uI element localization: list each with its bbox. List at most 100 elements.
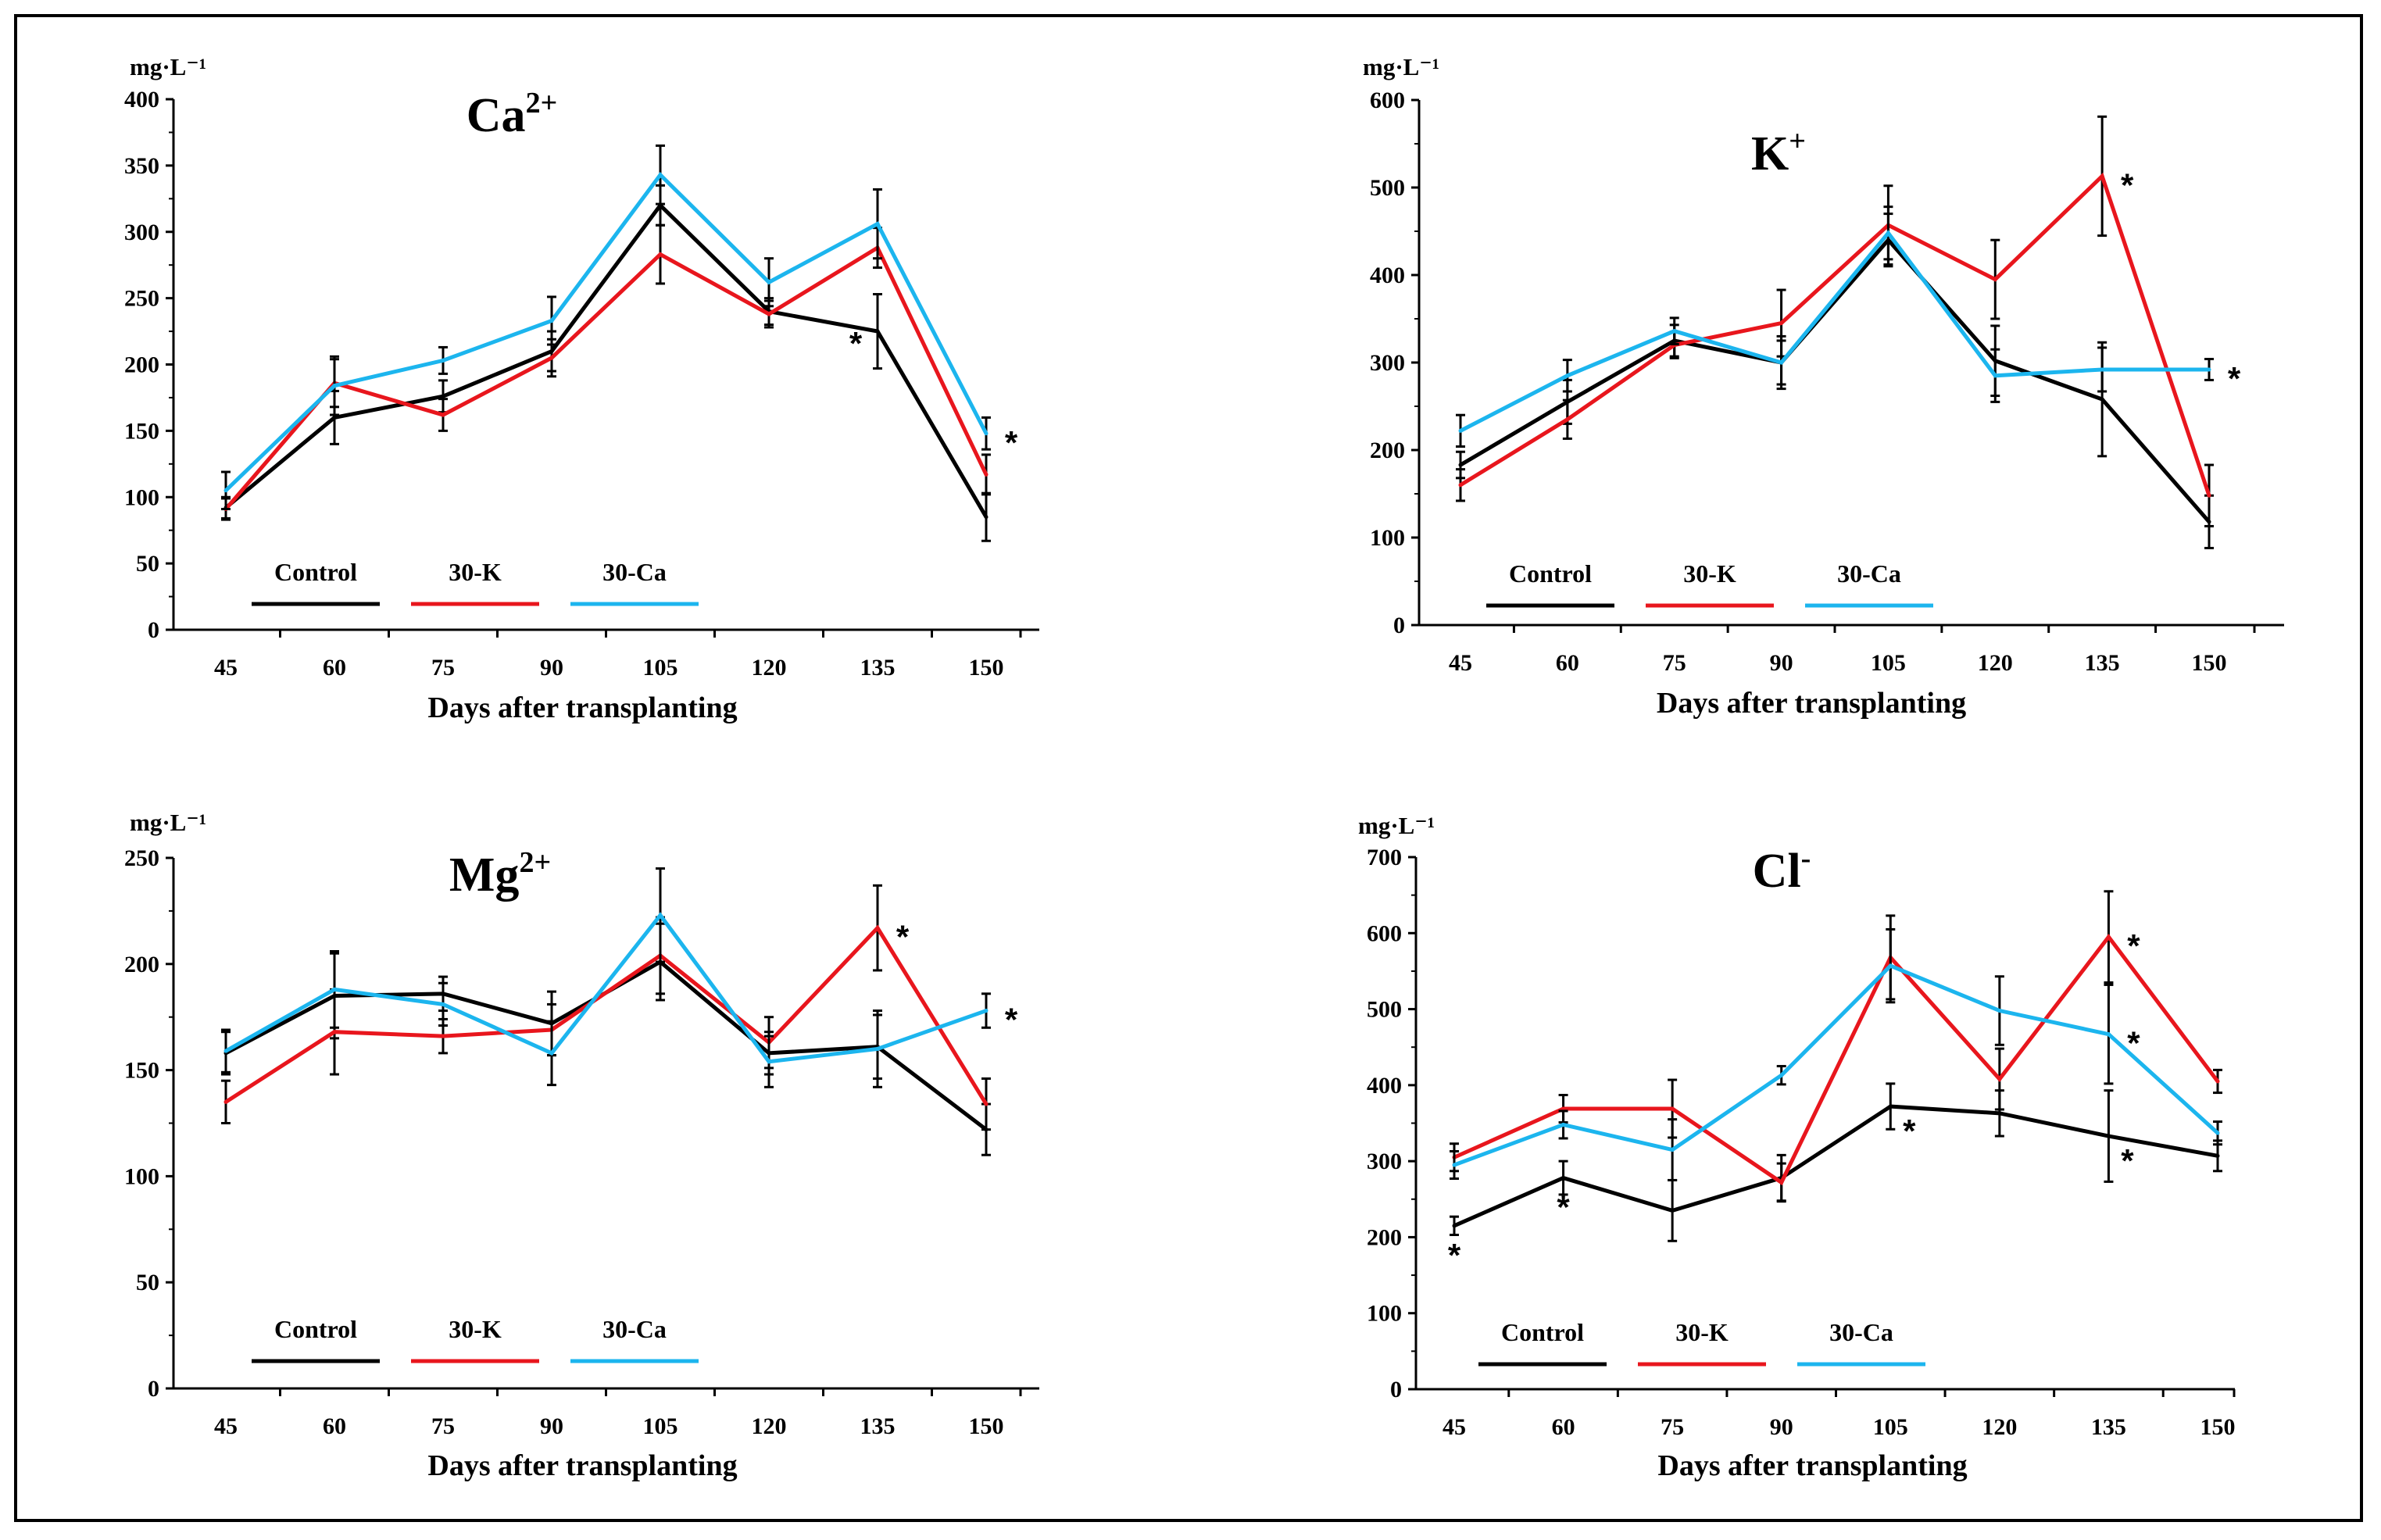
chart-title: Mg2+ <box>449 846 551 902</box>
y-tick-label: 350 <box>124 153 159 179</box>
significance-marker: * <box>2127 927 2140 964</box>
x-tick-label: 150 <box>969 655 1004 681</box>
x-tick-label: 135 <box>860 655 896 681</box>
y-tick-label: 700 <box>1367 845 1402 870</box>
data-point-30ca <box>875 1046 880 1051</box>
x-tick-label: 150 <box>2200 1414 2236 1440</box>
x-tick-label: 75 <box>431 1413 455 1439</box>
data-point-control <box>1997 1111 2002 1116</box>
data-point-30k <box>1561 1106 1566 1111</box>
legend-label: 30-Ca <box>602 558 667 586</box>
legend-label: Control <box>274 558 357 586</box>
data-point-control <box>984 515 989 520</box>
data-point-30k <box>2106 934 2111 939</box>
data-point-control <box>1561 1176 1566 1181</box>
data-point-control <box>2106 1134 2111 1138</box>
data-point-30ca <box>658 173 663 177</box>
y-tick-label: 200 <box>124 952 159 977</box>
legend-label: 30-Ca <box>1837 559 1901 588</box>
x-tick-label: 90 <box>540 1413 563 1439</box>
data-point-30k <box>441 1034 445 1038</box>
x-tick-label: 60 <box>1556 650 1579 676</box>
data-point-control <box>332 415 337 420</box>
x-tick-label: 45 <box>1443 1414 1466 1440</box>
data-point-30k <box>2215 1079 2220 1084</box>
legend-label: 30-K <box>449 558 502 586</box>
series-control <box>221 922 991 1156</box>
data-point-30k <box>2207 493 2211 498</box>
x-tick-label: 75 <box>1661 1414 1684 1440</box>
series-30k <box>1456 115 2214 527</box>
y-tick-label: 600 <box>1370 88 1405 113</box>
series-30k <box>1450 890 2222 1203</box>
data-point-30ca <box>1561 1122 1566 1127</box>
y-tick-label: 200 <box>1370 438 1405 463</box>
data-point-30k <box>1670 1106 1675 1111</box>
data-point-30ca <box>549 318 554 323</box>
data-point-30k <box>549 356 554 360</box>
data-point-30k <box>767 312 771 316</box>
significance-marker: * <box>1448 1237 1461 1274</box>
data-point-30ca <box>1565 373 1570 378</box>
chart-title: Cl- <box>1753 842 1811 898</box>
chart-panel-3: 0 50 100 150 200 250 45 60 75 90 105 120 135 150 mg·L⁻… <box>124 809 1039 1482</box>
data-point-30k <box>1779 1180 1784 1184</box>
x-tick-label: 75 <box>431 655 455 681</box>
series-30ca <box>221 144 991 511</box>
chart-title: Ca2+ <box>467 87 557 142</box>
data-point-control <box>1458 463 1463 467</box>
y-tick-label: 0 <box>1390 1377 1402 1402</box>
data-point-control <box>1670 1208 1675 1213</box>
data-point-30k <box>223 1099 228 1104</box>
x-axis-title: Days after transplanting <box>1657 1449 1967 1482</box>
y-tick-label: 200 <box>1367 1224 1402 1250</box>
data-point-30ca <box>223 1049 228 1053</box>
data-point-30k <box>984 1102 989 1106</box>
series-line-30ca <box>224 912 987 1064</box>
data-point-30ca <box>767 280 771 284</box>
y-tick-label: 300 <box>1367 1149 1402 1174</box>
data-point-control <box>2215 1153 2220 1158</box>
data-point-control <box>441 394 445 398</box>
data-point-30ca <box>1993 373 1997 378</box>
figure-frame <box>14 14 2363 1522</box>
legend-label: 30-K <box>1675 1318 1729 1346</box>
significance-marker: * <box>2121 1142 2134 1179</box>
series-line-30k <box>224 245 989 511</box>
data-point-30k <box>1458 483 1463 488</box>
x-axis-title: Days after transplanting <box>427 691 737 724</box>
y-tick-label: 50 <box>136 551 159 577</box>
data-point-30ca <box>2207 367 2211 372</box>
data-point-30ca <box>875 222 880 227</box>
data-point-30k <box>1565 417 1570 422</box>
data-point-30ca <box>984 1009 989 1013</box>
y-axis-unit-label: mg·L⁻¹ <box>1358 812 1435 839</box>
data-point-control <box>1888 1104 1893 1109</box>
significance-marker: * <box>1005 424 1018 461</box>
x-tick-label: 45 <box>214 655 238 681</box>
series-line-30k <box>1459 172 2211 497</box>
series-30k <box>221 223 991 521</box>
y-tick-label: 100 <box>124 484 159 510</box>
x-tick-label: 45 <box>214 1413 238 1439</box>
x-tick-label: 60 <box>323 655 346 681</box>
legend-label: 30-K <box>449 1315 502 1343</box>
series-line-control <box>1459 237 2211 523</box>
data-point-30ca <box>1452 1163 1457 1167</box>
data-point-30ca <box>1670 1148 1675 1152</box>
data-point-30ca <box>223 488 228 493</box>
y-tick-label: 0 <box>1393 613 1405 638</box>
x-tick-label: 105 <box>643 1413 678 1439</box>
data-point-30ca <box>1779 360 1784 365</box>
legend-label: Control <box>1509 559 1592 588</box>
significance-marker: * <box>896 919 910 956</box>
data-point-30ca <box>1886 230 1890 235</box>
data-point-30ca <box>1458 428 1463 433</box>
x-tick-label: 90 <box>1770 650 1793 676</box>
x-axis-title: Days after transplanting <box>1657 687 1966 720</box>
data-point-30ca <box>2100 367 2104 372</box>
x-tick-label: 120 <box>1978 650 2013 676</box>
data-point-30k <box>1779 321 1784 326</box>
x-tick-label: 120 <box>752 1413 787 1439</box>
